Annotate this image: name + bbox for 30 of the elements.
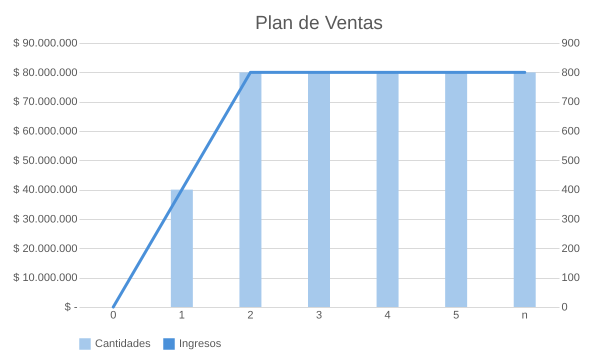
y2-tick-label: 0	[562, 302, 568, 314]
y2-tick-label: 600	[562, 126, 580, 138]
y2-tick-label: 100	[562, 272, 580, 284]
y-tick-label: $ 30.000.000	[13, 214, 78, 226]
x-tick-label: 5	[453, 310, 460, 322]
y-tick-label: $ 70.000.000	[13, 96, 78, 108]
chart-title: Plan de Ventas	[255, 13, 383, 34]
y-tick-label: $ 20.000.000	[13, 242, 78, 255]
legend-label: Cantidades	[95, 338, 152, 350]
y-tick-label: $ 40.000.000	[13, 184, 78, 196]
legend-label: Ingresos	[179, 338, 222, 350]
y2-tick-label: 700	[562, 96, 580, 108]
y2-tick-label: 400	[562, 184, 580, 196]
y-tick-label: $ 60.000.000	[13, 126, 78, 138]
y-tick-label: $ 80.000.000	[13, 66, 78, 79]
y2-tick-label: 500	[562, 154, 580, 167]
y2-tick-label: 900	[562, 38, 580, 50]
y-tick-label: $ 90.000.000	[13, 38, 78, 50]
y-tick-label: $ -	[64, 302, 78, 314]
x-tick-label: 4	[384, 310, 391, 322]
y2-tick-label: 800	[562, 66, 580, 79]
y2-tick-label: 200	[562, 242, 580, 255]
x-tick-label: 1	[178, 310, 185, 322]
y-tick-label: $ 50.000.000	[13, 154, 78, 167]
y-tick-label: $ 10.000.000	[13, 272, 78, 284]
x-tick-label: 0	[110, 310, 116, 322]
x-tick-label: 3	[316, 310, 322, 322]
y2-tick-label: 300	[562, 214, 580, 226]
x-tick-label: n	[522, 310, 528, 322]
x-tick-label: 2	[247, 310, 254, 322]
